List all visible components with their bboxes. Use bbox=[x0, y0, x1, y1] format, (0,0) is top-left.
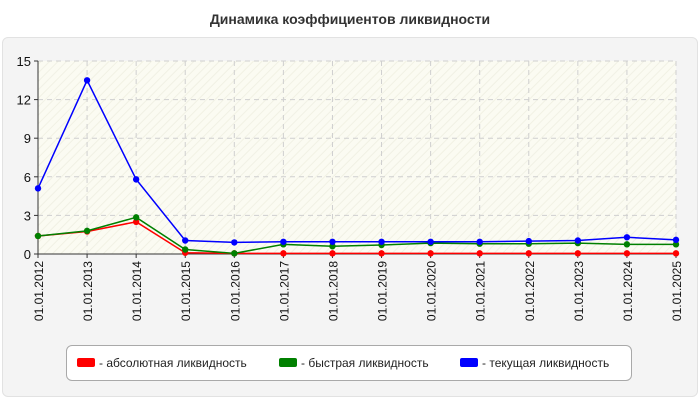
series-2-point bbox=[34, 185, 42, 192]
series-0-point bbox=[476, 250, 483, 257]
y-tick-label: 9 bbox=[24, 131, 31, 146]
x-tick-label: 01.01.2018 bbox=[326, 261, 340, 321]
x-tick-label: 01.01.2020 bbox=[425, 261, 439, 321]
series-2-point bbox=[574, 237, 582, 244]
legend-item-quick[interactable]: - быстрая ликвидность bbox=[279, 355, 429, 370]
x-tick-label: 01.01.2014 bbox=[130, 261, 144, 321]
x-tick-label: 01.01.2013 bbox=[81, 261, 95, 321]
x-tick-label: 01.01.2012 bbox=[32, 261, 46, 321]
series-2-point bbox=[476, 238, 483, 245]
series-1-point bbox=[231, 250, 238, 257]
series-2-point bbox=[525, 237, 532, 245]
series-line-2 bbox=[37, 78, 677, 244]
x-tick-label: 01.01.2019 bbox=[376, 261, 390, 321]
series-1-point bbox=[329, 243, 336, 250]
legend-swatch-quick bbox=[279, 358, 297, 368]
series-line-0 bbox=[37, 221, 676, 255]
x-tick-label: 01.01.2015 bbox=[179, 261, 193, 321]
series-2-point bbox=[132, 176, 140, 183]
y-tick-label: 0 bbox=[24, 247, 31, 262]
legend-label-quick: - быстрая ликвидность bbox=[301, 355, 429, 370]
series-1-point bbox=[132, 214, 140, 221]
y-tick-label: 15 bbox=[17, 54, 31, 69]
series-2-point bbox=[623, 234, 631, 241]
series-line-1 bbox=[37, 216, 676, 255]
series-0-point bbox=[132, 218, 140, 226]
series-2-point bbox=[83, 77, 91, 84]
series-2-point bbox=[280, 238, 287, 245]
x-tick-label: 01.01.2025 bbox=[670, 261, 684, 321]
x-tick-label: 01.01.2024 bbox=[621, 261, 635, 321]
series-1-point bbox=[182, 246, 189, 253]
x-tick-label: 01.01.2021 bbox=[474, 261, 488, 321]
series-0-point bbox=[329, 250, 336, 257]
series-0-point bbox=[525, 250, 532, 257]
x-tick-label: 01.01.2017 bbox=[277, 261, 291, 321]
series-2-point bbox=[427, 238, 434, 245]
legend-label-current: - текущая ликвидность bbox=[482, 355, 610, 370]
series-0-point bbox=[574, 250, 582, 257]
series-1-point bbox=[672, 241, 680, 248]
series-1-point bbox=[83, 227, 91, 235]
series-2-point bbox=[329, 238, 336, 245]
y-tick-label: 6 bbox=[24, 170, 31, 185]
chart-title: Динамика коэффициентов ликвидности bbox=[209, 11, 491, 27]
series-2-point bbox=[231, 239, 238, 246]
y-tick-label: 3 bbox=[24, 208, 31, 223]
series-0-point bbox=[378, 250, 385, 257]
plot-area bbox=[38, 61, 676, 254]
series-0-point bbox=[427, 250, 434, 257]
y-tick-label: 12 bbox=[17, 93, 31, 108]
series-1-point bbox=[623, 241, 631, 248]
chart-legend: - абсолютная ликвидность - быстрая ликви… bbox=[66, 345, 632, 381]
series-0-point bbox=[280, 250, 287, 257]
series-2-point bbox=[182, 237, 189, 244]
x-tick-label: 01.01.2023 bbox=[572, 261, 586, 321]
series-0-point bbox=[623, 250, 631, 257]
series-1-point bbox=[34, 232, 42, 240]
series-2-point bbox=[672, 236, 680, 244]
legend-item-absolute[interactable]: - абсолютная ликвидность bbox=[77, 355, 247, 370]
x-tick-label: 01.01.2022 bbox=[523, 261, 537, 321]
legend-swatch-absolute bbox=[77, 358, 95, 368]
series-0-point bbox=[672, 250, 680, 257]
legend-label-absolute: - абсолютная ликвидность bbox=[99, 355, 247, 370]
series-2-point bbox=[378, 238, 385, 245]
legend-swatch-current bbox=[460, 358, 478, 368]
legend-item-current[interactable]: - текущая ликвидность bbox=[460, 355, 609, 370]
x-tick-label: 01.01.2016 bbox=[228, 261, 242, 321]
